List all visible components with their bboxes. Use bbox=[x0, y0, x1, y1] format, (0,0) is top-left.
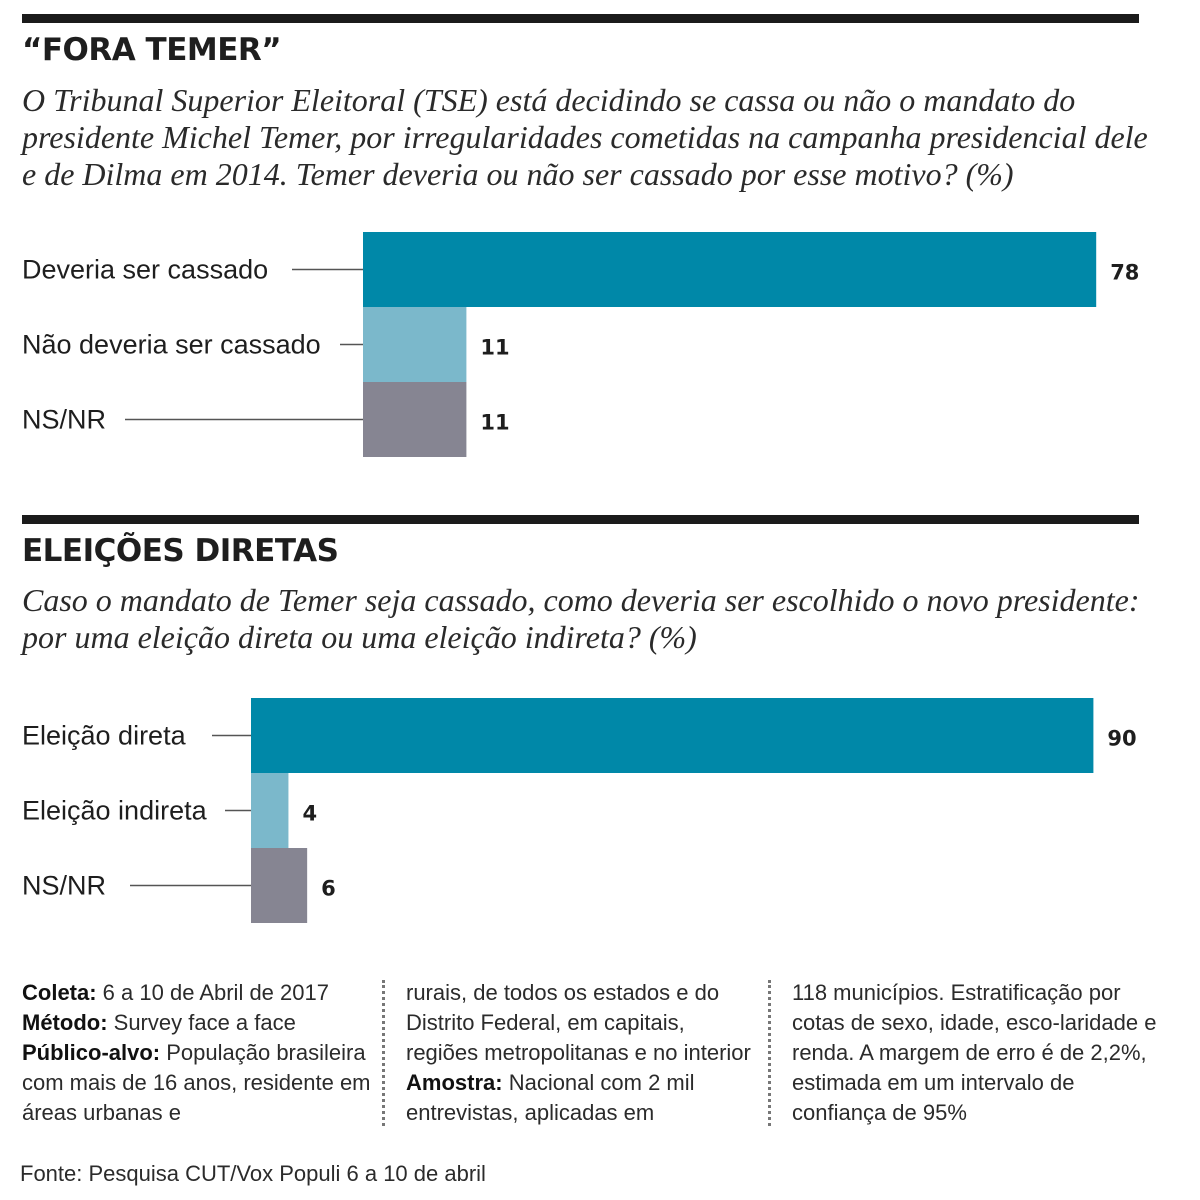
data-label: 4 bbox=[302, 802, 317, 826]
bar bbox=[363, 307, 467, 382]
section-title: ELEIÇÕES DIRETAS bbox=[22, 533, 339, 569]
data-label: 11 bbox=[480, 336, 509, 360]
category-label: Eleição direta bbox=[22, 721, 187, 751]
bar bbox=[363, 232, 1097, 307]
notes-column-1: Coleta: 6 a 10 de Abril de 2017 Método: … bbox=[22, 978, 372, 1128]
text-publico-alvo: População brasileira com mais de 16 anos… bbox=[22, 1040, 371, 1125]
category-label: NS/NR bbox=[22, 871, 106, 901]
bar bbox=[251, 848, 308, 923]
label-amostra: Amostra: bbox=[406, 1070, 503, 1095]
section-question: O Tribunal Superior Eleitoral (TSE) está… bbox=[22, 82, 1148, 192]
notes-column-2: rurais, de todos os estados e do Distrit… bbox=[406, 978, 756, 1128]
bar-chart-eleicoes: Eleição direta 90 Eleição indireta 4 NS/NR 6 bbox=[0, 690, 1200, 930]
category-label: Não deveria ser cassado bbox=[22, 330, 321, 360]
bar bbox=[251, 773, 289, 848]
text-coleta: 6 a 10 de Abril de 2017 bbox=[96, 980, 329, 1005]
category-label: NS/NR bbox=[22, 405, 106, 435]
bar-chart-svg: Deveria ser cassado 78 Não deveria ser cas… bbox=[22, 232, 1139, 457]
text-amostra-intro: rurais, de todos os estados e do Distrit… bbox=[406, 980, 751, 1065]
section-divider-middle bbox=[22, 515, 1139, 524]
source-credit: Fonte: Pesquisa CUT/Vox Populi 6 a 10 de… bbox=[20, 1161, 486, 1186]
bar bbox=[363, 382, 467, 457]
label-publico-alvo: Público-alvo: bbox=[22, 1040, 161, 1065]
data-label: 78 bbox=[1110, 261, 1139, 285]
text-metodo: Survey face a face bbox=[107, 1010, 296, 1035]
bar bbox=[251, 698, 1094, 773]
section-divider-top bbox=[22, 14, 1139, 23]
category-label: Eleição indireta bbox=[22, 796, 208, 826]
category-label: Deveria ser cassado bbox=[22, 255, 268, 285]
label-coleta: Coleta: bbox=[22, 980, 97, 1005]
notes-column-3: 118 municípios. Estratificação por cotas… bbox=[792, 978, 1162, 1128]
bar-chart-cassacao: Deveria ser cassado 78 Não deveria ser cas… bbox=[0, 224, 1200, 464]
methodology-notes: Coleta: 6 a 10 de Abril de 2017 Método: … bbox=[22, 978, 1162, 1128]
column-separator bbox=[768, 980, 771, 1126]
section-title: “FORA TEMER” bbox=[22, 32, 282, 68]
label-metodo: Método: bbox=[22, 1010, 108, 1035]
data-label: 11 bbox=[480, 411, 509, 435]
column-separator bbox=[382, 980, 385, 1126]
text-amostra: Nacional com 2 mil entrevistas, aplicada… bbox=[406, 1070, 695, 1125]
text-estratificacao: 118 municípios. Estratificação por cotas… bbox=[792, 980, 1157, 1125]
bar-chart-svg: Eleição direta 90 Eleição indireta 4 NS/NR 6 bbox=[22, 698, 1137, 923]
data-label: 90 bbox=[1107, 727, 1136, 751]
section-question: Caso o mandato de Temer seja cassado, co… bbox=[22, 582, 1140, 655]
data-label: 6 bbox=[321, 877, 336, 901]
